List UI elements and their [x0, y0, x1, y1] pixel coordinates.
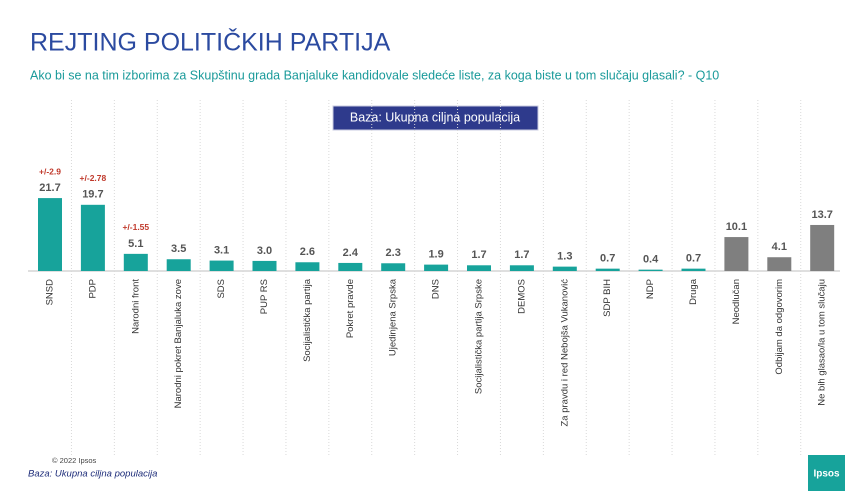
x-tick-label: SDS	[216, 279, 227, 299]
x-tick-label: Ujedinjena Srpska	[388, 278, 399, 356]
bar	[424, 264, 449, 271]
x-tick-label: Pokret pravde	[345, 279, 356, 338]
value-label: 2.3	[386, 247, 401, 259]
x-tick-label: Neodlučan	[731, 279, 742, 324]
value-label: 0.4	[643, 254, 659, 266]
value-label: 3.5	[171, 243, 186, 255]
chart-subtitle: Ako bi se na tim izborima za Skupštinu g…	[30, 68, 719, 82]
value-label: 21.7	[39, 182, 60, 194]
value-label: 19.7	[82, 189, 103, 201]
footer-note: Baza: Ukupna ciljna populacija	[28, 469, 157, 480]
copyright: © 2022 Ipsos	[52, 456, 97, 465]
value-label: 10.1	[726, 221, 747, 233]
bar	[552, 266, 577, 271]
x-tick-label: Ne bih glasao/la u tom slučaju	[817, 279, 828, 406]
value-label: 1.7	[514, 249, 529, 261]
x-tick-label: SDP BIH	[602, 279, 613, 317]
bar	[467, 265, 491, 271]
value-label: 2.6	[300, 246, 315, 258]
x-tick-label: Socijalistička partija	[302, 278, 313, 362]
value-label: 13.7	[811, 209, 832, 221]
bar	[595, 268, 620, 271]
value-label: 5.1	[128, 238, 143, 250]
bar	[767, 257, 792, 271]
bar	[166, 259, 191, 271]
base-note: Baza: Ukupna ciljna populacija	[350, 110, 520, 124]
value-label: 0.7	[686, 253, 701, 265]
value-label: 1.7	[471, 249, 486, 261]
value-label: 3.1	[214, 244, 229, 256]
logo: Ipsos	[813, 469, 840, 480]
bar	[295, 262, 320, 271]
bar	[123, 253, 148, 271]
value-label: 4.1	[772, 241, 787, 253]
x-tick-label: DEMOS	[516, 279, 527, 314]
logo-box	[808, 455, 845, 491]
x-tick-label: NDP	[645, 279, 656, 299]
x-tick-label: Odbijam da odgovorim	[774, 279, 785, 375]
bar	[810, 224, 835, 271]
value-label: 1.9	[428, 249, 443, 261]
x-tick-label: Za pravdu i red Nebojša Vukanović	[559, 279, 570, 427]
x-tick-label: DNS	[431, 279, 442, 299]
x-tick-label: PDP	[87, 279, 98, 299]
bar	[209, 260, 234, 271]
chart-title: REJTING POLITIČKIH PARTIJA	[30, 28, 391, 57]
bar	[381, 263, 406, 271]
value-label: 0.7	[600, 253, 615, 265]
error-label: +/-2.78	[80, 173, 107, 183]
bar	[338, 262, 363, 271]
value-label: 1.3	[557, 251, 572, 263]
bar	[681, 268, 706, 271]
error-label: +/-2.9	[39, 166, 61, 176]
value-label: 2.4	[343, 247, 359, 259]
x-tick-label: Druga	[688, 278, 699, 305]
x-tick-label: Narodni front	[130, 279, 141, 334]
error-label: +/-1.55	[122, 222, 149, 232]
x-tick-label: Narodni pokret Banjaluka zove	[173, 279, 184, 408]
base-box	[332, 105, 539, 131]
x-tick-label: PUP RS	[259, 279, 270, 314]
bar	[724, 237, 749, 271]
x-tick-label: Socijalistička partija Srpske	[474, 279, 485, 394]
value-label: 3.0	[257, 245, 272, 257]
x-tick-label: SNSD	[45, 279, 56, 306]
bar	[252, 260, 277, 271]
bar	[38, 198, 62, 271]
bar	[638, 269, 663, 271]
bar	[509, 265, 534, 271]
bar	[80, 204, 105, 271]
